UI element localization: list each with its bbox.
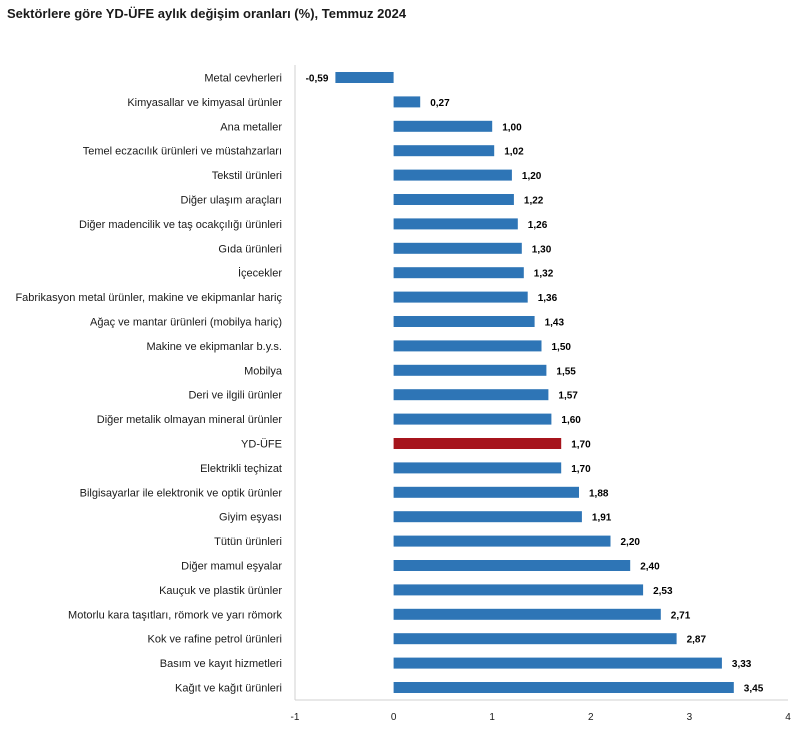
category-label: Giyim eşyası: [219, 512, 282, 524]
data-label: 1,00: [502, 122, 522, 133]
bar: [393, 389, 549, 401]
data-label: 1,88: [589, 488, 609, 499]
data-label: 1,26: [528, 220, 548, 231]
x-tick-label: 4: [785, 712, 791, 723]
category-label: Fabrikasyon metal ürünler, makine ve eki…: [15, 292, 282, 304]
category-label: Ana metaller: [220, 121, 282, 133]
bar: [393, 120, 493, 132]
category-labels: Metal cevherleri Kimyasallar ve kimyasal …: [15, 73, 282, 695]
bar: [393, 608, 661, 620]
data-label: 3,45: [744, 684, 764, 695]
value-labels: -0,59 0,27 1,00 1,02 1,20 1,22 1,26 1,30 1,32 1,3…: [306, 74, 764, 695]
category-label: Basım ve kayıt hizmetleri: [160, 658, 282, 670]
category-label: Diğer mamul eşyalar: [181, 561, 282, 573]
data-label: 1,50: [552, 342, 572, 353]
data-label: 2,53: [653, 586, 673, 597]
data-label: 2,87: [687, 635, 707, 646]
category-label: Kok ve rafine petrol ürünleri: [147, 634, 282, 646]
category-label: Tekstil ürünleri: [212, 170, 282, 182]
data-label: 1,32: [534, 269, 554, 280]
x-tick-label: 2: [588, 712, 594, 723]
chart-axes: [294, 65, 788, 701]
bar: [393, 462, 562, 474]
data-label: 1,30: [532, 244, 552, 255]
category-label: Tütün ürünleri: [214, 536, 282, 548]
data-label: 1,36: [538, 293, 558, 304]
data-label: 1,57: [558, 391, 578, 402]
bar: [393, 633, 677, 645]
bar: [393, 169, 512, 181]
category-label: Temel eczacılık ürünleri ve müstahzarlar…: [83, 146, 282, 158]
x-tick-label: 0: [391, 712, 397, 723]
bar: [393, 682, 734, 693]
x-tick-label: 1: [489, 712, 495, 723]
category-label: İçecekler: [238, 267, 282, 280]
x-tick-label: 3: [687, 712, 693, 723]
category-label: YD-ÜFE: [241, 439, 282, 451]
bar: [393, 194, 514, 205]
category-label: Diğer metalik olmayan mineral ürünler: [97, 414, 283, 426]
category-label: Diğer ulaşım araçları: [181, 195, 282, 207]
bar: [393, 96, 421, 108]
data-label: 1,43: [545, 318, 565, 329]
data-label: 1,70: [571, 440, 591, 451]
category-label: Makine ve ekipmanlar b.y.s.: [146, 341, 282, 353]
data-label: 1,60: [561, 415, 581, 426]
chart-title: Sektörlere göre YD-ÜFE aylık değişim ora…: [7, 6, 407, 21]
bar: [393, 486, 579, 498]
bar: [393, 364, 547, 376]
bar: [393, 242, 522, 254]
data-label: 1,91: [592, 513, 612, 524]
x-axis-ticks: -1 0 1 2 3 4: [291, 712, 792, 723]
data-label: -0,59: [306, 74, 329, 85]
data-label: 1,20: [522, 171, 542, 182]
category-label: Diğer madencilik ve taş ocakçılığı ürünl…: [79, 219, 282, 231]
data-label: 3,33: [732, 659, 752, 670]
bar: [393, 267, 524, 279]
data-label: 2,71: [671, 610, 691, 621]
category-label: Kağıt ve kağıt ürünleri: [175, 683, 282, 695]
bar: [393, 291, 528, 303]
data-label: 1,22: [524, 196, 544, 207]
bar: [393, 438, 562, 449]
bar: [393, 316, 535, 327]
bar: [393, 535, 611, 547]
data-label: 1,55: [556, 366, 576, 377]
category-label: Motorlu kara taşıtları, römork ve yarı r…: [68, 609, 282, 621]
bar: [393, 511, 582, 523]
bar: [393, 657, 722, 669]
bar: [393, 413, 552, 425]
bar: [393, 145, 495, 157]
category-label: Bilgisayarlar ile elektronik ve optik ür…: [80, 487, 283, 499]
data-label: 2,40: [640, 562, 660, 573]
bar-series: [335, 72, 734, 693]
category-label: Metal cevherleri: [204, 73, 282, 85]
data-label: 2,20: [621, 537, 641, 548]
category-label: Elektrikli teçhizat: [200, 463, 282, 475]
data-label: 1,70: [571, 464, 591, 475]
category-label: Mobilya: [244, 365, 283, 377]
data-label: 0,27: [430, 98, 450, 109]
bar: [393, 340, 542, 352]
category-label: Kauçuk ve plastik ürünler: [159, 585, 282, 597]
bar: [393, 584, 644, 596]
bar: [393, 560, 631, 571]
category-label: Kimyasallar ve kimyasal ürünler: [127, 97, 282, 109]
data-label: 1,02: [504, 147, 524, 158]
bar: [393, 218, 518, 230]
category-label: Gıda ürünleri: [218, 243, 282, 255]
category-label: Ağaç ve mantar ürünleri (mobilya hariç): [90, 317, 282, 329]
x-tick-label: -1: [291, 712, 300, 723]
category-label: Deri ve ilgili ürünler: [188, 390, 282, 402]
bar: [335, 72, 394, 83]
